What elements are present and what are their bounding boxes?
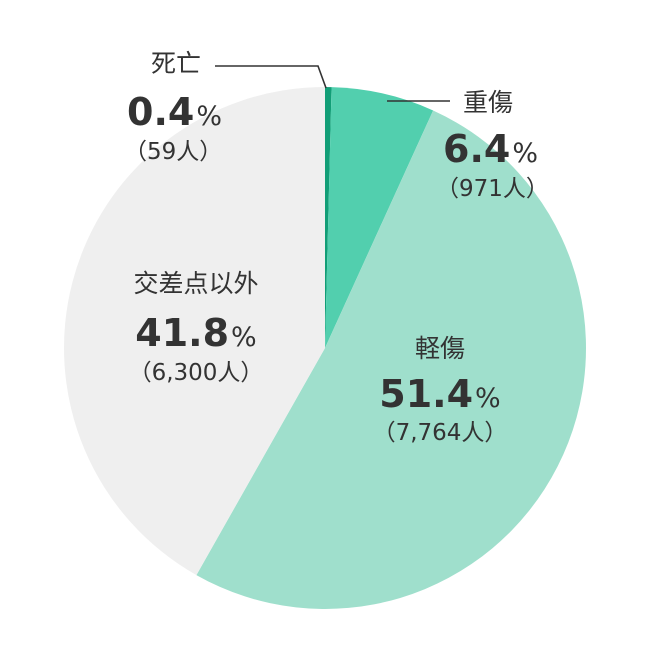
leader-line-death [215, 65, 327, 89]
slice-count-serious: （971人） [436, 176, 549, 202]
slice-count-other: （6,300人） [129, 360, 264, 386]
slice-label-minor: 軽傷 [415, 334, 465, 363]
slice-count-minor: （7,764人） [373, 420, 508, 446]
slice-label-death: 死亡 [151, 49, 201, 78]
slice-minor [196, 110, 586, 609]
slice-percent-serious: 6.4% [443, 127, 538, 171]
slice-percent-death: 0.4% [127, 90, 222, 134]
slice-percent-other: 41.8% [135, 311, 256, 355]
slice-count-death: （59人） [124, 139, 222, 165]
slice-serious [325, 87, 434, 348]
pie-slices [63, 87, 586, 609]
slice-label-serious: 重傷 [463, 88, 513, 117]
slice-percent-minor: 51.4% [379, 372, 500, 416]
slice-label-other: 交差点以外 [133, 269, 258, 298]
slice-other [63, 87, 326, 576]
slice-death [325, 87, 332, 348]
